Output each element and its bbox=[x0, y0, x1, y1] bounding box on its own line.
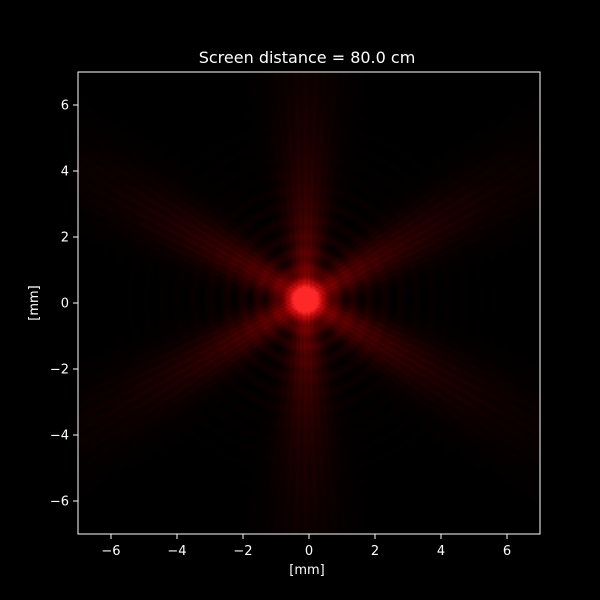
diffraction-heatmap bbox=[78, 72, 540, 534]
y-tick-label: −6 bbox=[50, 495, 69, 510]
x-tick-label: 2 bbox=[371, 544, 379, 559]
x-tick-label: 4 bbox=[437, 544, 445, 559]
x-tick-label: −4 bbox=[167, 544, 186, 559]
y-tick-label: −2 bbox=[50, 363, 69, 378]
y-tick-label: 6 bbox=[61, 99, 69, 114]
x-tick-label: 6 bbox=[503, 544, 511, 559]
chart-title: Screen distance = 80.0 cm bbox=[199, 48, 416, 67]
x-tick-label: −2 bbox=[233, 544, 252, 559]
plot-area bbox=[77, 71, 541, 535]
y-tick-label: 4 bbox=[61, 165, 69, 180]
x-tick-label: 0 bbox=[305, 544, 313, 559]
y-tick-label: 2 bbox=[61, 231, 69, 246]
x-axis: −6 −4 −2 0 2 4 6 bbox=[101, 534, 511, 559]
y-axis-label: [mm] bbox=[27, 285, 42, 320]
y-axis: −6 −4 −2 0 2 4 6 bbox=[50, 99, 78, 510]
y-tick-label: 0 bbox=[61, 297, 69, 312]
x-tick-label: −6 bbox=[101, 544, 120, 559]
x-axis-label: [mm] bbox=[289, 563, 324, 578]
y-tick-label: −4 bbox=[50, 429, 69, 444]
